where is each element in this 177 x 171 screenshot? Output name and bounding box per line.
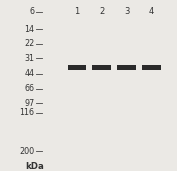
Text: 97: 97	[24, 99, 35, 108]
Text: 31: 31	[25, 54, 35, 63]
Bar	[142, 65, 161, 70]
Text: 1: 1	[74, 7, 80, 16]
Text: 6: 6	[30, 8, 35, 16]
Text: kDa: kDa	[25, 162, 44, 171]
Bar	[68, 65, 86, 70]
Bar	[117, 65, 136, 70]
Text: 2: 2	[99, 7, 104, 16]
Text: 14: 14	[25, 25, 35, 34]
Text: 66: 66	[25, 84, 35, 93]
Text: 116: 116	[19, 108, 35, 117]
Bar	[92, 65, 111, 70]
Text: 200: 200	[19, 147, 35, 156]
Text: 3: 3	[124, 7, 129, 16]
Text: 22: 22	[24, 39, 35, 48]
Text: 4: 4	[149, 7, 154, 16]
Text: 44: 44	[25, 69, 35, 78]
